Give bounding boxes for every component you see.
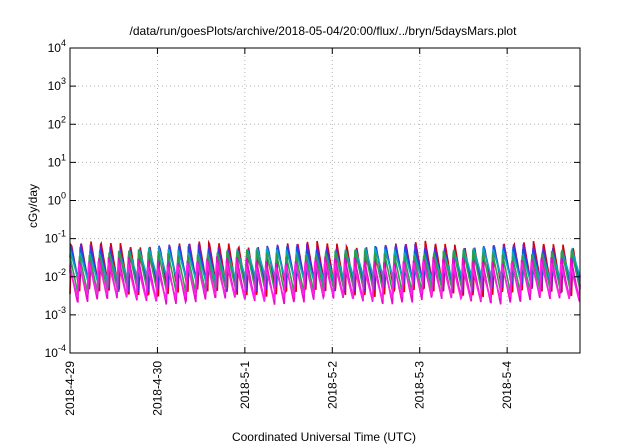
y-axis-label: cGy/day xyxy=(26,184,40,228)
y-tick-label: 100 xyxy=(48,191,66,208)
grid-lines xyxy=(70,48,580,353)
series-layer xyxy=(69,239,581,305)
x-axis-ticks: 2018-4-29 2018-4-30 2018-5-1 2018-5-2 2018-5… xyxy=(63,48,514,416)
x-tick-label: 2018-5-4 xyxy=(500,361,514,409)
y-tick-label: 102 xyxy=(48,114,66,131)
y-tick-label: 10-1 xyxy=(45,229,66,246)
y-tick-label: 10-2 xyxy=(45,267,66,284)
y-tick-label: 10-3 xyxy=(45,305,66,322)
x-tick-label: 2018-5-2 xyxy=(325,361,339,409)
chart-title: /data/run/goesPlots/archive/2018-05-04/2… xyxy=(130,24,518,38)
y-tick-label: 101 xyxy=(48,152,66,169)
x-tick-label: 2018-5-1 xyxy=(238,361,252,409)
y-tick-label: 103 xyxy=(48,76,66,93)
y-tick-label: 104 xyxy=(48,38,66,55)
x-tick-label: 2018-5-3 xyxy=(413,361,427,409)
y-axis-ticks: 104 103 102 101 100 10-1 10-2 10-3 10-4 xyxy=(45,38,580,360)
y-tick-label: 10-4 xyxy=(45,343,66,360)
x-axis-label: Coordinated Universal Time (UTC) xyxy=(232,430,416,444)
x-tick-label: 2018-4-30 xyxy=(150,361,164,416)
x-tick-label: 2018-4-29 xyxy=(63,361,77,416)
series-line xyxy=(69,259,581,302)
